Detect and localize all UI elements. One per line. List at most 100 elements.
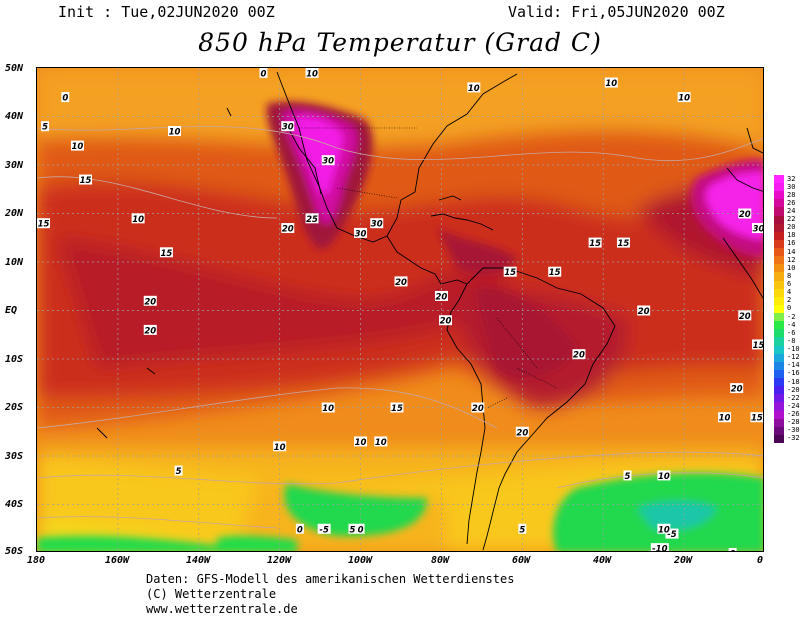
svg-text:10: 10: [322, 404, 334, 414]
contour-label: 20: [143, 324, 157, 336]
svg-text:30: 30: [355, 229, 367, 239]
legend-label: -18: [787, 377, 800, 386]
legend-swatch: [774, 345, 784, 355]
contour-label: 0: [259, 68, 268, 79]
contour-label: 20: [730, 383, 744, 395]
legend-label: -22: [787, 393, 800, 402]
legend-swatch: [774, 207, 784, 217]
legend-label: 14: [787, 247, 796, 256]
legend-label: 30: [787, 182, 796, 191]
contour-label: 10: [321, 402, 335, 414]
svg-text:15: 15: [618, 239, 630, 249]
contour-label: 10: [718, 412, 732, 424]
init-time: Init : Tue,02JUN2020 00Z: [58, 3, 275, 21]
svg-text:30: 30: [753, 225, 764, 235]
contour-label: 15: [616, 237, 630, 249]
legend-swatch: [774, 288, 784, 298]
valid-time: Valid: Fri,05JUN2020 00Z: [508, 3, 725, 21]
contour-label: 10: [70, 140, 84, 152]
svg-text:20: 20: [638, 307, 650, 317]
contour-label: 5: [174, 465, 183, 477]
contour-label: 10: [657, 523, 671, 535]
legend-label: -12: [787, 353, 800, 362]
legend-label: -10: [787, 345, 800, 354]
legend-label: 28: [787, 190, 796, 199]
lon-label: 80W: [430, 555, 450, 566]
contour-label: -10: [650, 543, 669, 551]
svg-text:-5: -5: [667, 530, 677, 540]
svg-text:15: 15: [753, 341, 764, 351]
contour-label: 0: [295, 523, 304, 535]
svg-text:10: 10: [72, 142, 84, 152]
svg-text:-5: -5: [319, 525, 329, 535]
svg-text:10: 10: [605, 79, 617, 89]
legend-swatch: [774, 223, 784, 233]
svg-text:20: 20: [516, 428, 528, 438]
svg-text:0: 0: [297, 525, 303, 535]
svg-text:30: 30: [322, 157, 334, 167]
svg-text:20: 20: [436, 292, 448, 302]
graticule: [37, 68, 763, 551]
contour-label: 30: [370, 218, 384, 230]
contour-label: 10: [305, 68, 319, 79]
legend-label: 8: [787, 271, 792, 280]
lat-label: 30S: [5, 451, 24, 462]
lat-label: 40S: [5, 499, 24, 510]
lon-label: 60W: [511, 555, 531, 566]
legend-swatch: [774, 386, 784, 395]
legend-label: 26: [787, 198, 796, 207]
lat-label: 10N: [5, 257, 24, 268]
legend-swatch: [774, 337, 784, 347]
lat-label: 50S: [5, 546, 24, 557]
legend-swatch: [774, 426, 784, 436]
legend-swatch: [774, 378, 784, 387]
legend-label: 32: [787, 174, 796, 183]
lon-label: 160W: [104, 555, 130, 566]
legend-swatch: [774, 402, 784, 411]
legend-label: -2: [787, 312, 796, 321]
legend-swatch: [774, 418, 784, 428]
contour-label: 10: [168, 126, 182, 138]
contour-label: 10: [467, 82, 481, 94]
contour-label: 15: [752, 339, 764, 351]
legend-swatch: [774, 313, 784, 322]
contour-label: 5: [623, 470, 632, 482]
temperature-map[interactable]: 0 10 10 10 10 0 5 10 15 10 10 15 15 20 20 30 30 25 20 30 30 2…: [36, 67, 764, 552]
svg-text:20: 20: [739, 312, 751, 322]
contour-label: 20: [281, 223, 295, 235]
contour-label: 20: [434, 290, 448, 302]
contour-label: 30: [354, 227, 368, 239]
contour-label: 15: [503, 266, 517, 278]
contour-label: 15: [390, 402, 404, 414]
legend-label: 22: [787, 215, 796, 224]
lon-label: 140W: [185, 555, 211, 566]
svg-text:5: 5: [42, 123, 48, 133]
lon-label: 120W: [266, 555, 292, 566]
legend-swatch: [774, 304, 784, 314]
svg-text:15: 15: [38, 220, 50, 230]
legend-label: 16: [787, 239, 796, 248]
legend-label: -32: [787, 434, 800, 443]
contour-label: 15: [750, 412, 763, 424]
contour-label: 10: [677, 92, 691, 104]
legend-label: -26: [787, 410, 800, 418]
lat-label: EQ: [5, 305, 18, 316]
contour-label: 20: [738, 208, 752, 220]
svg-text:15: 15: [549, 268, 561, 278]
contour-label: 15: [79, 174, 93, 186]
legend-label: -24: [787, 401, 800, 410]
contour-label: 20: [438, 315, 452, 327]
lon-label: 180: [26, 555, 46, 566]
svg-text:0: 0: [62, 94, 68, 104]
contour-label: 10: [604, 77, 618, 89]
legend-label: -30: [787, 426, 800, 435]
lon-label: 20W: [673, 555, 693, 566]
contour-label: 20: [572, 349, 586, 361]
contour-label: 5: [518, 523, 527, 535]
legend-label: 0: [787, 304, 792, 313]
lat-label: 20N: [5, 208, 24, 219]
contour-label: 30: [281, 121, 295, 133]
svg-text:10: 10: [169, 128, 181, 138]
legend-swatch: [774, 321, 784, 330]
